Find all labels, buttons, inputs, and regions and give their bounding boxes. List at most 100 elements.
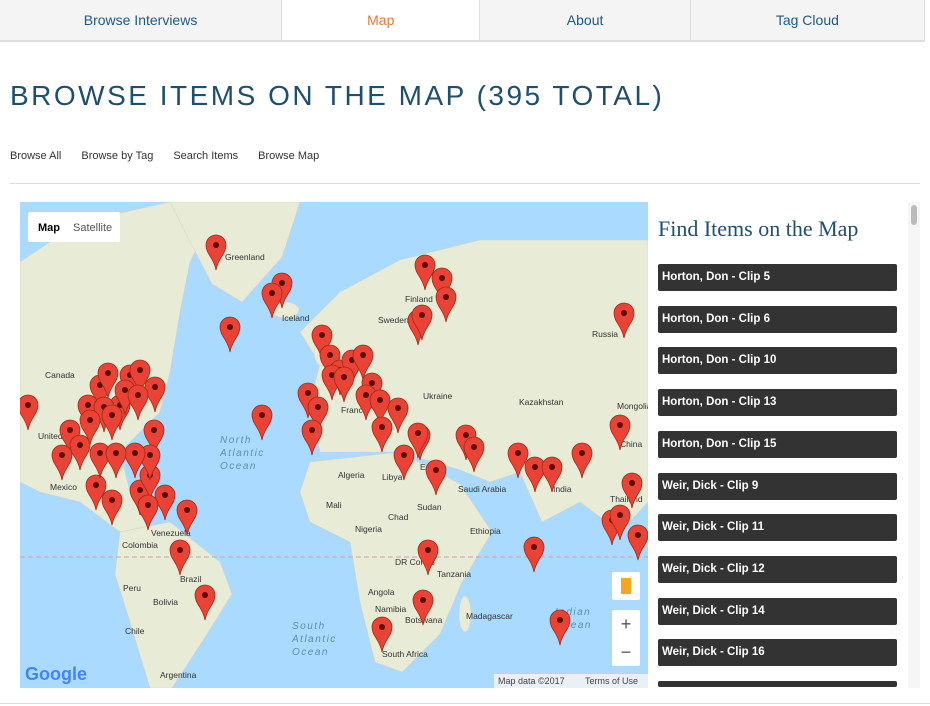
map-pin[interactable] [333,366,355,403]
map-pin[interactable] [571,442,593,479]
attribution-bar [494,674,648,688]
map-pin[interactable] [417,539,439,576]
map-pin[interactable] [176,499,198,536]
scroll-thumb[interactable] [911,205,917,225]
map-pin[interactable] [371,616,393,653]
map-pin[interactable] [507,442,529,479]
item-link[interactable]: Weir, Dick - Clip 9 [658,472,897,500]
map-pin[interactable] [219,316,241,353]
map-pin[interactable] [609,414,631,451]
map-pin[interactable] [79,409,101,446]
map-pin[interactable] [301,419,323,456]
pin-dot [439,275,445,281]
map-pin[interactable] [124,442,146,479]
map-pin[interactable] [523,536,545,573]
map-pin[interactable] [137,494,159,531]
pin-dot [67,427,73,433]
map-pin[interactable] [613,302,635,339]
pin-dot [515,450,521,456]
map-pin[interactable] [205,234,227,271]
map-pin[interactable] [51,444,73,481]
nav-tab[interactable]: Tag Cloud [691,0,925,40]
map-pin[interactable] [127,384,149,421]
map-label: Canada [45,370,75,380]
zoom-in[interactable]: + [621,614,632,634]
item-link[interactable]: Horton, Don - Clip 15 [658,430,897,458]
item-link[interactable]: Weir, Dick - Clip 11 [658,514,897,542]
pin-dot [422,262,428,268]
map-pin[interactable] [89,442,111,479]
zoom-out[interactable]: − [621,642,632,662]
map-type-button[interactable]: Satellite [73,222,112,234]
map-pin[interactable] [414,254,436,291]
pin-dot [269,290,275,296]
pin-dot [579,450,585,456]
map-pin[interactable] [352,344,374,381]
item-link[interactable]: Horton, Don - Clip 5 [658,264,897,291]
item-link[interactable]: Horton, Don - Clip 10 [658,347,897,375]
pin-dot [415,430,421,436]
item-partial [658,681,897,687]
sub-nav-link[interactable]: Search Items [173,150,239,162]
map-pin[interactable] [541,456,563,493]
pin-dot [135,392,141,398]
item-link[interactable]: Weir, Dick - Clip 16 [658,639,897,667]
nav-tab[interactable]: Browse Interviews [0,0,283,40]
map-pin[interactable] [412,589,434,626]
item-link[interactable]: Horton, Don - Clip 6 [658,305,897,333]
pin-dot [97,450,103,456]
map-pin[interactable] [194,584,216,621]
map-label: Atlantic [291,634,337,645]
map-pin[interactable] [251,404,273,441]
pin-dot [401,452,407,458]
nav-tab[interactable]: About [480,0,691,40]
map-pin[interactable] [97,362,119,399]
pin-dot [227,324,233,330]
terms-link[interactable]: Terms of Use [585,676,638,686]
map-label: Angola [368,587,395,597]
map-label: Mongolia [617,401,648,411]
map-pin[interactable] [425,459,447,496]
map-pin[interactable] [69,434,91,471]
map-pin[interactable] [105,442,127,479]
sub-nav-link[interactable]: Browse All [10,150,62,162]
map[interactable]: Greenland Iceland Finland Sweden Russia Canad… [20,202,648,688]
map-pin[interactable] [101,404,123,441]
nav-tab[interactable]: Map [282,0,481,40]
map-pin[interactable] [621,472,643,509]
map-pin[interactable] [463,436,485,473]
map-pin[interactable] [311,324,333,361]
map-pin[interactable] [85,474,107,511]
map-pin[interactable] [371,416,393,453]
map-pin[interactable] [407,422,429,459]
map-pin[interactable] [129,359,151,396]
map-pin[interactable] [411,304,433,341]
item-link[interactable]: Weir, Dick - Clip 14 [658,597,897,625]
map-pin[interactable] [627,524,648,561]
item-link[interactable]: Horton, Don - Clip 13 [658,389,897,417]
map-type-button[interactable]: Map [38,222,60,234]
map-pin[interactable] [435,286,457,323]
map-label: Chile [125,626,145,636]
pin-dot [59,452,65,458]
map-pin[interactable] [169,539,191,576]
map-pin[interactable] [20,394,39,431]
map-label: Nigeria [355,524,382,534]
pegman [621,578,631,594]
map-pin[interactable] [101,489,123,526]
map-pin[interactable] [524,456,546,493]
map-pin[interactable] [307,396,329,433]
map-pin[interactable] [609,504,631,541]
item-link[interactable]: Weir, Dick - Clip 12 [658,555,897,583]
map-label: Ukraine [423,391,453,401]
map-pin[interactable] [393,444,415,481]
map-pin[interactable] [549,609,571,646]
map-pin[interactable] [387,397,409,434]
pin-dot [433,467,439,473]
sub-nav-link[interactable]: Browse Map [258,150,320,162]
map-pin[interactable] [143,419,165,456]
map-pin[interactable] [261,282,283,319]
map-label: Libya [382,472,403,482]
map-pin[interactable] [369,389,391,426]
sub-nav-link[interactable]: Browse by Tag [81,150,154,162]
